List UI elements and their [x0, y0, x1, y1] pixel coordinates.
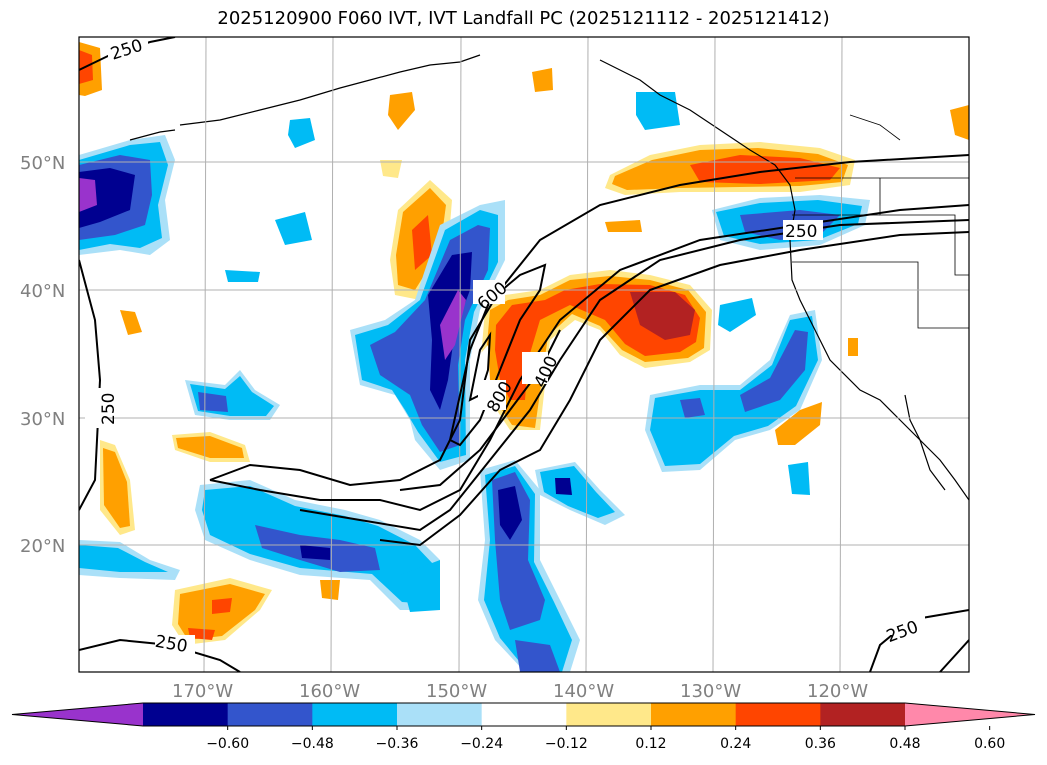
- colorbar-tick-label: 0.36: [805, 736, 836, 752]
- colorbar-bin: [735, 703, 821, 726]
- colorbar-bin: [312, 703, 398, 726]
- pos-region-east-sub: [775, 402, 822, 445]
- contour-label: 250: [785, 222, 817, 242]
- map-frame: [78, 36, 970, 673]
- neg-blob-east: [718, 298, 756, 332]
- pos-region-central-north-red: [412, 215, 432, 270]
- lat-label: 40°N: [20, 281, 65, 302]
- colorbar-bin: [651, 703, 737, 726]
- neg-blob-1: [288, 118, 315, 148]
- neg-blob-2: [636, 92, 680, 130]
- lon-label: 120°W: [807, 681, 868, 702]
- colorbar-tick-label: 0.60: [974, 736, 1005, 752]
- neg-blob-east-2: [788, 462, 810, 495]
- neg-region-far-west-mid-blue: [198, 392, 228, 412]
- colorbar-extend-max: [905, 703, 1035, 726]
- colorbar-bin: [227, 703, 313, 726]
- lon-labels: 170°W 160°W 150°W 140°W 130°W 120°W: [172, 681, 868, 702]
- colorbar-tick-label: −0.24: [460, 736, 503, 752]
- pos-band-landfall-darkred: [630, 292, 695, 340]
- neg-blob-4: [225, 270, 260, 282]
- colorbar-tick-label: −0.60: [206, 736, 249, 752]
- neg-band-main-purple: [440, 290, 466, 360]
- coastlines: [129, 54, 969, 501]
- lat-label: 20°N: [20, 536, 65, 557]
- colorbar-tick-label: −0.12: [545, 736, 588, 752]
- colorbar-bin: [820, 703, 906, 726]
- colorbar-tick-label: 0.12: [635, 736, 666, 752]
- political-borders: [792, 114, 969, 329]
- colorbar-bin: [397, 703, 483, 726]
- colorbar-tick-label: 0.24: [720, 736, 751, 752]
- colorbar-bin: [143, 703, 229, 726]
- colorbar: −0.60 −0.48 −0.36 −0.24 −0.12 0.12 0.24 0.36 0.4…: [11, 702, 1036, 752]
- lon-label: 130°W: [680, 681, 741, 702]
- colorbar-bin: [481, 703, 567, 726]
- lat-labels: 50°N 40°N 30°N 20°N: [20, 153, 65, 557]
- neg-region-sc: [400, 560, 440, 612]
- colorbar-tick-label: 0.48: [889, 736, 920, 752]
- map-title: 2025120900 F060 IVT, IVT Landfall PC (20…: [217, 8, 830, 29]
- pos-blob-oregon: [605, 220, 642, 232]
- colorbar-extend-min: [12, 703, 143, 726]
- neg-blob-3: [275, 212, 312, 245]
- neg-tongue-south-blue-2: [515, 640, 560, 672]
- pos-blob-3: [120, 310, 142, 335]
- pos-blob-4: [380, 160, 402, 178]
- neg-band-sw-navy: [300, 545, 330, 560]
- pos-blob-5: [320, 580, 340, 600]
- lon-label: 170°W: [172, 681, 233, 702]
- neg-region-east-sub-blue-2: [740, 330, 808, 412]
- neg-region-west-purple: [79, 178, 97, 212]
- lon-label: 140°W: [553, 681, 614, 702]
- pos-blob-ne: [950, 105, 969, 140]
- neg-region-far-sw-cyan: [79, 545, 168, 572]
- neg-region-east-of-tongue-navy: [555, 478, 572, 495]
- pos-region-west-lower-orange: [103, 448, 130, 528]
- neg-region-east-sub-cyan: [650, 316, 818, 466]
- lat-label: 30°N: [20, 409, 65, 430]
- contour-label: 250: [99, 393, 119, 425]
- pos-blob-2: [532, 68, 553, 92]
- colorbar-outline: [11, 702, 1036, 727]
- lat-label: 50°N: [20, 153, 65, 174]
- pos-blob-1: [388, 92, 415, 130]
- neg-tongue-south-navy: [498, 486, 522, 540]
- colorbar-tick-label: −0.36: [376, 736, 419, 752]
- lon-label: 160°W: [299, 681, 360, 702]
- pos-blob-coast: [848, 338, 858, 356]
- colorbar-tick-label: −0.48: [291, 736, 334, 752]
- colorbar-bin: [566, 703, 652, 726]
- neg-region-east-sub-blue: [680, 398, 705, 418]
- pos-region-sw-red: [212, 598, 232, 614]
- lon-label: 150°W: [426, 681, 487, 702]
- shaded-fields: [79, 37, 969, 672]
- pos-region-west-mid-orange: [176, 436, 244, 458]
